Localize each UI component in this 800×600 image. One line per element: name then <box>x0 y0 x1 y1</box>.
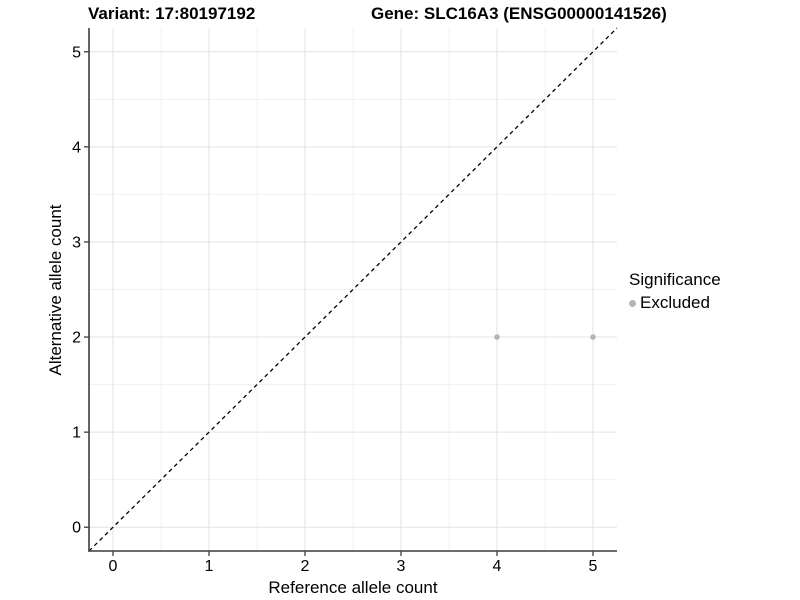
y-axis-title: Alternative allele count <box>46 204 65 376</box>
legend-item-excluded: Excluded <box>629 293 721 313</box>
y-tick-label: 0 <box>72 520 81 537</box>
identity-reference-line <box>88 27 618 552</box>
y-tick-label: 4 <box>72 139 81 156</box>
x-tick-label: 2 <box>301 558 310 575</box>
plot-title-gene: Gene: SLC16A3 (ENSG00000141526) <box>371 4 667 23</box>
x-axis-title: Reference allele count <box>268 578 438 597</box>
x-tick-label: 5 <box>589 558 598 575</box>
x-tick-label: 3 <box>397 558 406 575</box>
legend-title: Significance <box>629 270 721 289</box>
circle-marker-icon <box>629 299 636 307</box>
plot-title-variant: Variant: 17:80197192 <box>88 4 256 23</box>
legend-item-label: Excluded <box>640 293 710 312</box>
y-tick-label: 1 <box>72 425 81 442</box>
y-tick-label: 3 <box>72 234 81 251</box>
data-point <box>590 334 596 340</box>
x-tick-label: 1 <box>205 558 214 575</box>
y-tick-label: 2 <box>72 330 81 347</box>
y-tick-label: 5 <box>72 44 81 61</box>
x-tick-label: 0 <box>109 558 118 575</box>
data-point <box>494 334 500 340</box>
x-tick-label: 4 <box>493 558 502 575</box>
legend: Significance Excluded <box>629 270 721 313</box>
